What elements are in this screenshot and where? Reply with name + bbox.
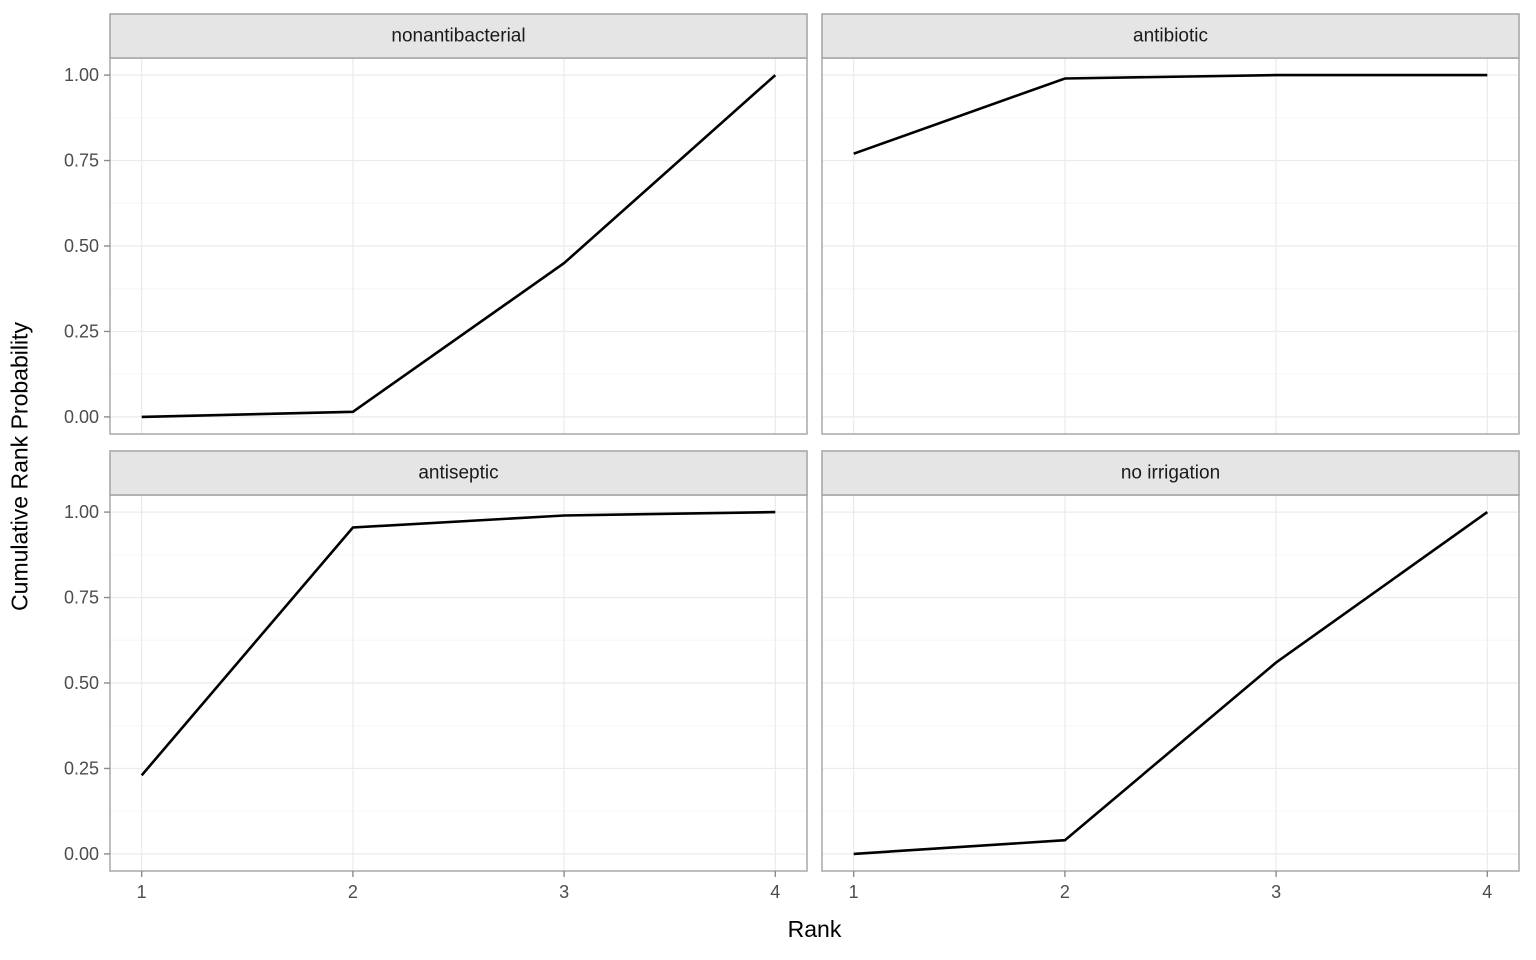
facet-strip — [109, 13, 808, 59]
facet-panel-nonantibacterial: nonantibacterial 0.00 0.25 0.50 0.75 1.00 — [64, 13, 808, 435]
facet-title: antiseptic — [418, 463, 498, 484]
y-axis-title: Cumulative Rank Probability — [6, 322, 33, 611]
cumulative-probability-line — [141, 74, 777, 419]
facet-strip — [821, 13, 1520, 59]
y-tick-label: 0.50 — [64, 236, 99, 256]
facet-strip — [821, 450, 1520, 496]
x-tick-label: 1 — [849, 882, 859, 902]
facet-title: antibiotic — [1133, 26, 1208, 47]
cumulative-probability-line — [853, 511, 1489, 856]
cumulative-probability-line — [140, 510, 776, 777]
y-tick-label: 1.00 — [64, 502, 99, 522]
y-tick-label: 0.50 — [64, 673, 99, 693]
cumulative-probability-line — [853, 73, 1488, 155]
y-tick-label: 0.25 — [64, 321, 99, 341]
y-tick-label: 0.00 — [64, 844, 99, 864]
y-tick-label: 0.75 — [64, 588, 99, 608]
x-tick-label: 4 — [770, 882, 780, 902]
facet-panel-antiseptic: antiseptic 0.00 0.25 0.50 0.75 1.00 1 2 3 4 — [64, 450, 808, 902]
x-tick-label: 4 — [1482, 882, 1492, 902]
y-tick-label: 0.00 — [64, 407, 99, 427]
y-tick-label: 0.25 — [64, 758, 99, 778]
x-tick-label: 2 — [348, 882, 358, 902]
facet-panel-no-irrigation: no irrigation 1 2 3 4 — [821, 450, 1520, 902]
facet-strip — [109, 450, 808, 496]
x-tick-label: 1 — [137, 882, 147, 902]
x-axis-title: Rank — [787, 916, 842, 942]
facet-title: nonantibacterial — [391, 26, 525, 47]
y-tick-label: 1.00 — [64, 65, 99, 85]
x-tick-label: 3 — [1271, 882, 1281, 902]
y-tick-label: 0.75 — [64, 151, 99, 171]
facet-title: no irrigation — [1121, 463, 1220, 484]
x-tick-label: 3 — [559, 882, 569, 902]
x-tick-label: 2 — [1060, 882, 1070, 902]
facet-panel-antibiotic: antibiotic — [821, 13, 1520, 435]
